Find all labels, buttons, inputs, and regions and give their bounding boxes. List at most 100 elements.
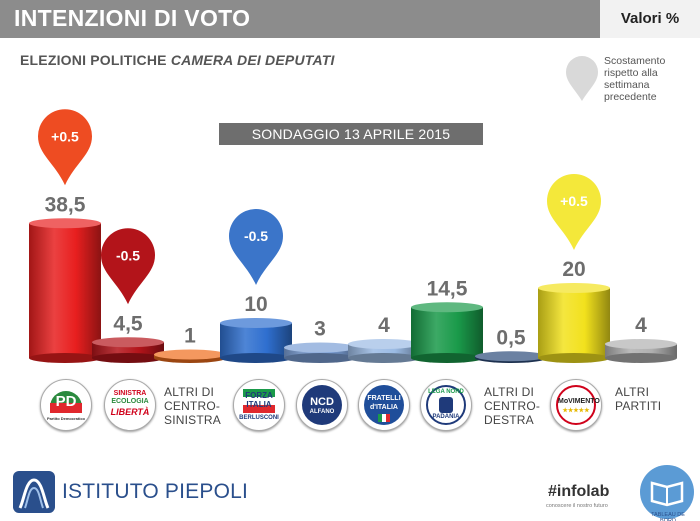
subtitle: ELEZIONI POLITICHE CAMERA DEI DEPUTATI	[20, 52, 335, 68]
altri-cs-line3: SINISTRA	[164, 413, 221, 427]
bar-4	[220, 318, 292, 363]
subtitle-plain: ELEZIONI POLITICHE	[20, 52, 167, 68]
ncd-logo-line1: NCD	[310, 396, 334, 408]
bar-body-5	[284, 347, 356, 358]
value-label-6: 4	[378, 314, 390, 337]
altri-p-line2: PARTITI	[615, 399, 662, 413]
altri-cs-line2: CENTRO-	[164, 399, 221, 413]
tableau-de-bord-label: TABLEAU DE BORD	[651, 512, 685, 521]
lega-logo-line2: PADANIA	[432, 414, 460, 420]
bar-top-2	[92, 337, 164, 348]
bar-top-9	[538, 283, 610, 293]
category-altri-centrosinistra: ALTRI DI CENTRO- SINISTRA	[164, 385, 221, 427]
category-altri-centrodestra: ALTRI DI CENTRO- DESTRA	[484, 385, 540, 427]
sel-logo-line2: ECOLOGIA	[111, 398, 149, 405]
fi-logo-line3: BERLUSCONI	[239, 415, 279, 421]
sel-logo-line3: LIBERTÀ	[110, 407, 150, 417]
bar-body-4	[220, 323, 292, 358]
logo-lega-nord: LEGA NORD PADANIA	[420, 379, 472, 431]
value-label-1: 38,5	[45, 193, 86, 216]
bar-top-6	[348, 339, 420, 349]
bar-base-7	[411, 353, 483, 363]
change-marker-4	[547, 174, 601, 250]
change-marker-1	[38, 109, 92, 186]
page-title: INTENZIONI DI VOTO	[14, 5, 251, 31]
bar-top-1	[29, 218, 101, 229]
value-label-8: 0,5	[496, 326, 526, 349]
bar-top-4	[220, 318, 292, 328]
bar-5	[284, 342, 356, 363]
fdi-logo-line1: FRATELLI	[367, 395, 401, 402]
value-label-4: 10	[244, 293, 267, 316]
change-label-4: +0.5	[560, 193, 588, 209]
bar-9	[538, 283, 610, 363]
bar-body-7	[411, 307, 483, 358]
logo-fratelli-italia: FRATELLI d'ITALIA	[358, 379, 410, 431]
logo-ncd: NCD ALFANO	[296, 379, 348, 431]
value-label-5: 3	[314, 318, 326, 341]
altri-cd-line3: DESTRA	[484, 413, 534, 427]
bar-body-9	[538, 288, 610, 358]
fi-logo-line1: FORZA	[245, 391, 273, 400]
infolab-label: #infolab	[548, 483, 610, 500]
altri-cs-line1: ALTRI DI	[164, 385, 215, 399]
legend-marker-icon	[566, 56, 598, 101]
category-altri-partiti: ALTRI PARTITI	[615, 385, 661, 413]
header-bar: INTENZIONI DI VOTO Valori %	[0, 0, 700, 38]
altri-cd-line2: CENTRO-	[484, 399, 541, 413]
footer-brand: ISTITUTO PIEPOLI	[62, 480, 249, 503]
unit-label: Valori %	[600, 0, 700, 38]
logo-sel: SINISTRA ECOLOGIA LIBERTÀ	[104, 379, 156, 431]
bar-body-1	[29, 223, 101, 358]
legend-note: Scostamento rispetto alla settimana prec…	[604, 55, 666, 103]
istituto-piepoli-logo-icon	[13, 471, 55, 513]
bar-base-4	[220, 353, 292, 363]
value-label-7: 14,5	[427, 277, 468, 300]
bar-top-3	[154, 349, 226, 360]
change-label-3: -0.5	[244, 228, 268, 244]
subtitle-italic: CAMERA DEI DEPUTATI	[170, 52, 335, 68]
logo-forza-italia: FORZA ITALIA BERLUSCONI	[233, 379, 285, 431]
pd-logo-caption: Partito Democratico	[46, 416, 85, 421]
sel-logo-line1: SINISTRA	[113, 390, 147, 397]
value-label-3: 1	[184, 325, 196, 348]
m5s-logo-text: MoVIMENTO	[558, 398, 600, 405]
logo-pd: PD Partito Democratico	[40, 379, 92, 431]
lega-logo-line1: LEGA NORD	[428, 389, 464, 395]
bar-6	[348, 339, 420, 363]
bar-base-2	[92, 353, 164, 363]
bar-base-6	[348, 353, 420, 363]
value-label-2: 4,5	[113, 312, 143, 335]
pd-logo-text: PD	[55, 393, 77, 410]
fdi-logo-line2: d'ITALIA	[370, 404, 398, 411]
bar-8	[475, 351, 547, 363]
bar-top-8	[475, 351, 547, 362]
bar-2	[92, 337, 164, 363]
bar-10	[605, 339, 677, 363]
altri-cd-line1: ALTRI DI	[484, 385, 535, 399]
value-label-9: 20	[562, 258, 585, 281]
bar-base-5	[284, 353, 356, 363]
value-label-10: 4	[635, 314, 647, 337]
open-book-icon	[650, 481, 684, 507]
m5s-logo-stars: ★★★★★	[562, 408, 590, 414]
bar-7	[411, 302, 483, 363]
change-label-2: -0.5	[116, 247, 140, 263]
change-label-1: +0.5	[51, 128, 79, 144]
change-marker-2	[101, 228, 155, 305]
bar-3	[154, 349, 226, 363]
bar-top-10	[605, 339, 677, 349]
logo-m5s: MoVIMENTO ★★★★★	[550, 379, 602, 431]
bar-1	[29, 218, 101, 363]
altri-p-line1: ALTRI	[615, 385, 650, 399]
bar-top-7	[411, 302, 483, 313]
bar-base-10	[605, 353, 677, 363]
infolab-tagline: conoscere il nostro futuro	[546, 503, 608, 509]
bar-top-5	[284, 342, 356, 353]
tableau-de-bord-logo	[640, 465, 694, 519]
ncd-logo-line2: ALFANO	[309, 409, 335, 415]
change-marker-3	[229, 209, 283, 285]
fi-logo-line2: ITALIA	[246, 400, 272, 409]
poll-date: SONDAGGIO 13 APRILE 2015	[219, 123, 483, 145]
